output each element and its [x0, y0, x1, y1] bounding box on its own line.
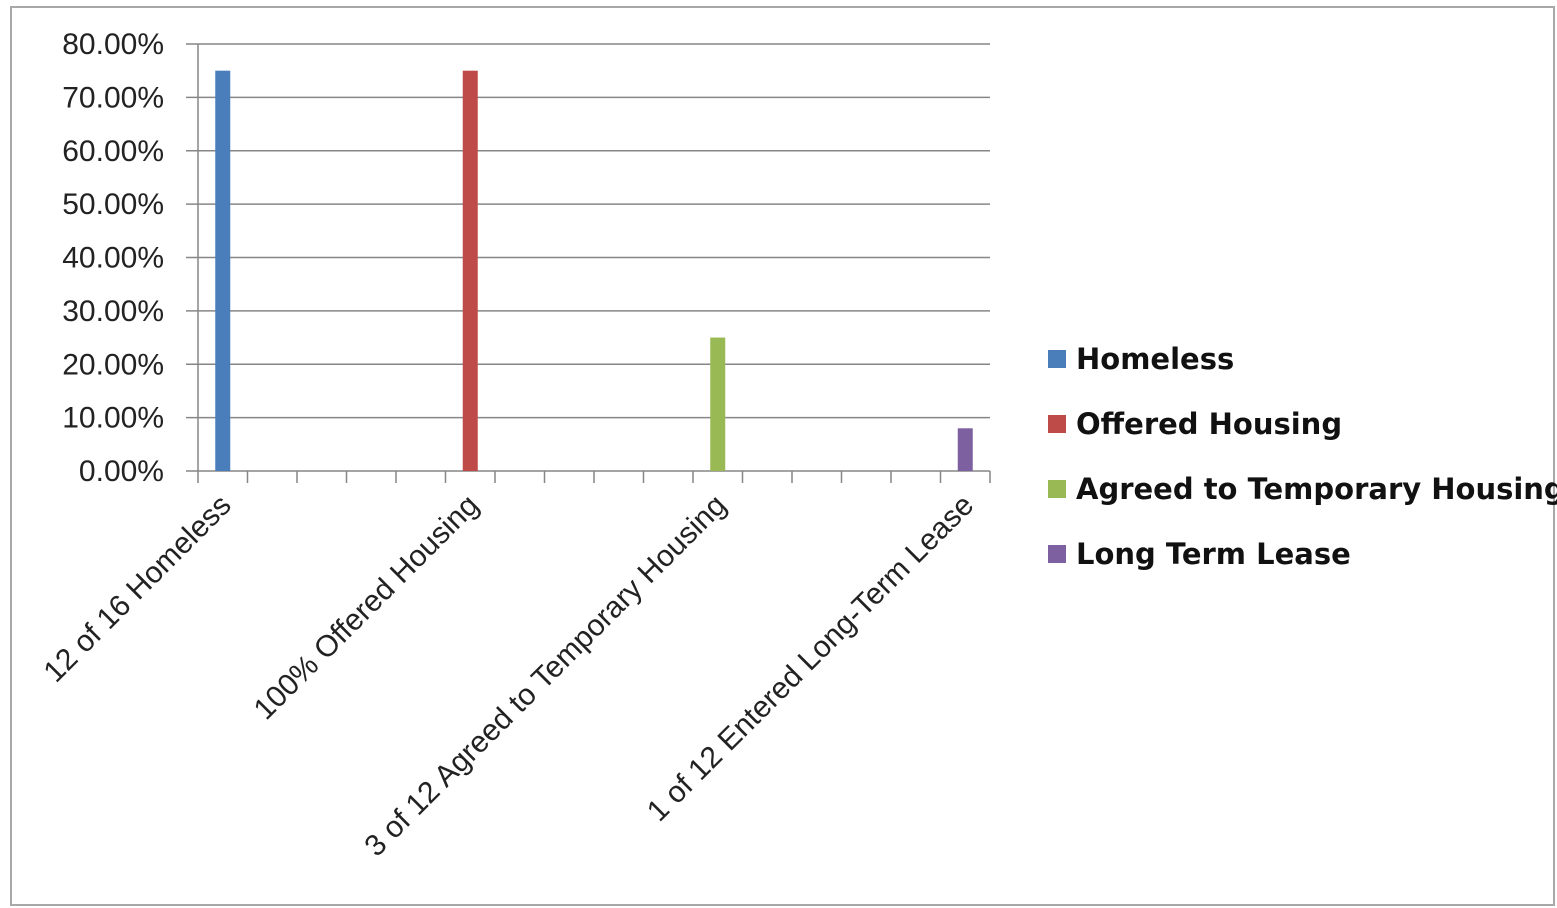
bars: [215, 70, 973, 471]
legend-label: Offered Housing: [1076, 407, 1342, 441]
y-tick-label: 40.00%: [62, 242, 164, 275]
x-category-label: 12 of 16 Homeless: [37, 489, 237, 689]
legend-label: Homeless: [1076, 342, 1234, 376]
bar-offered-housing: [462, 70, 478, 471]
axes: [186, 43, 991, 483]
legend-swatch: [1048, 415, 1066, 433]
y-axis-tick-labels: 0.00% 10.00% 20.00% 30.00% 40.00% 50.00% 60.00…: [62, 28, 164, 488]
bar-agreed-to-temporary-housing: [710, 337, 726, 471]
bar-long-term-lease: [957, 428, 973, 471]
legend: Homeless Offered Housing Agreed to Tempora…: [1048, 342, 1557, 571]
legend-label: Agreed to Temporary Housing: [1076, 472, 1557, 506]
x-category-label: 100% Offered Housing: [248, 489, 486, 727]
y-tick-label: 60.00%: [62, 135, 164, 168]
chart-frame: [10, 6, 1555, 906]
y-tick-label: 50.00%: [62, 188, 164, 221]
gridlines: [198, 43, 990, 419]
legend-label: Long Term Lease: [1076, 537, 1351, 571]
y-tick-label: 70.00%: [62, 81, 164, 114]
legend-swatch: [1048, 480, 1066, 498]
y-tick-label: 0.00%: [79, 455, 164, 488]
legend-swatch: [1048, 350, 1066, 368]
y-tick-label: 20.00%: [62, 348, 164, 381]
legend-swatch: [1048, 545, 1066, 563]
bar-homeless: [215, 70, 231, 471]
y-tick-label: 30.00%: [62, 295, 164, 328]
y-tick-label: 10.00%: [62, 402, 164, 435]
y-tick-label: 80.00%: [62, 28, 164, 61]
